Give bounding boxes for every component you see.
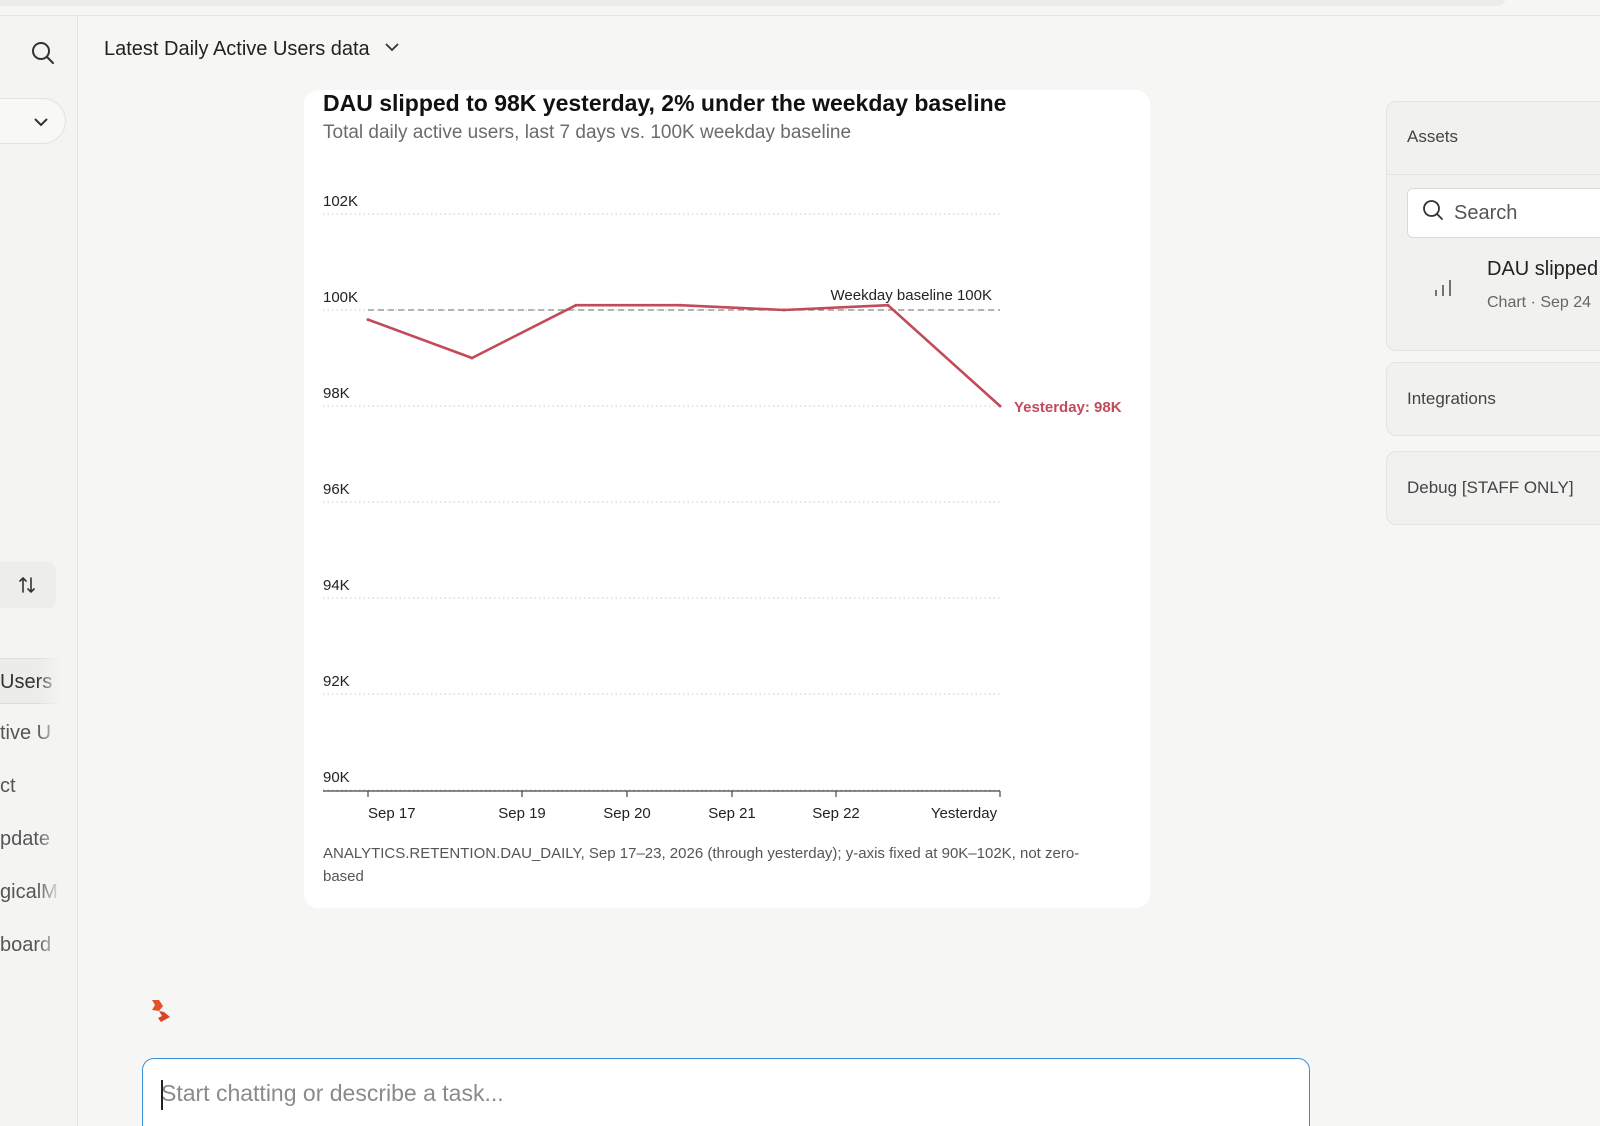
x-tick-label: Sep 17 (368, 805, 416, 822)
sidebar-item-label: ct (0, 775, 16, 797)
workspace-dropdown[interactable]: ce (0, 98, 66, 144)
chart-card: DAU slipped to 98K yesterday, 2% under t… (304, 90, 1150, 908)
data-point (574, 303, 578, 307)
search-placeholder: Search (1454, 201, 1518, 224)
bar-chart-icon (1433, 278, 1453, 303)
chart-title: DAU slipped to 98K yesterday, 2% under t… (323, 90, 1007, 116)
integrations-panel[interactable]: Integrations (1386, 362, 1600, 436)
chart-source-note: ANALYTICS.RETENTION.DAU_DAILY, Sep 17–23… (323, 845, 1080, 885)
x-tick-label: Yesterday (931, 805, 998, 822)
series-line (367, 303, 1001, 407)
data-point (782, 308, 786, 312)
assets-header[interactable]: Assets (1407, 127, 1459, 146)
sidebar: ce Users tive U ct pdate gicalM board (0, 16, 78, 1126)
y-tick-label: 98K (323, 385, 350, 402)
y-tick-label: 102K (323, 193, 358, 210)
x-tick-label: Sep 19 (498, 805, 546, 822)
data-point (678, 303, 682, 307)
end-value-label: Yesterday: 98K (1014, 399, 1122, 416)
divider (1387, 174, 1600, 175)
page-title-dropdown[interactable]: Latest Daily Active Users data (104, 38, 400, 61)
y-tick-label: 94K (323, 577, 350, 594)
search-icon[interactable] (30, 40, 56, 66)
sort-button[interactable] (0, 562, 56, 608)
chevron-down-icon (384, 38, 400, 61)
y-tick-label: 90K (323, 769, 350, 786)
sidebar-item-label: board (0, 934, 52, 956)
y-tick-label: 96K (323, 481, 350, 498)
asset-meta: Chart · Sep 24 (1487, 294, 1592, 311)
baseline-label: Weekday baseline 100K (831, 287, 993, 304)
y-tick-label: 92K (323, 673, 350, 690)
x-tick-label: Sep 22 (812, 805, 860, 822)
sidebar-item-users[interactable]: Users (0, 658, 62, 704)
debug-panel[interactable]: Debug [STAFF ONLY] (1386, 451, 1600, 525)
sidebar-item-4[interactable]: pdate (0, 816, 62, 862)
sidebar-item-3[interactable]: ct (0, 763, 62, 809)
top-pill (0, 0, 1505, 6)
chat-input-box[interactable] (142, 1058, 1310, 1126)
sidebar-item-label: tive U (0, 722, 52, 744)
x-tick-label: Sep 21 (708, 805, 756, 822)
search-icon (1422, 199, 1444, 227)
y-tick-label: 100K (323, 289, 358, 306)
sidebar-item-label: gicalM (0, 881, 58, 903)
chart-subtitle: Total daily active users, last 7 days vs… (323, 122, 852, 143)
x-tick-label: Sep 20 (603, 805, 651, 822)
data-point (470, 356, 474, 360)
asset-title[interactable]: DAU slipped (1487, 258, 1599, 280)
data-point (886, 303, 890, 307)
top-strip (0, 0, 1600, 16)
assets-search[interactable]: Search (1407, 188, 1600, 238)
sidebar-item-5[interactable]: gicalM (0, 869, 62, 915)
integrations-header: Integrations (1407, 389, 1496, 408)
sidebar-item-label: pdate (0, 828, 51, 850)
app-logo-icon (150, 998, 172, 1029)
text-caret (161, 1080, 163, 1110)
sort-icon (19, 577, 35, 593)
page-title: Latest Daily Active Users data (104, 38, 370, 60)
debug-header: Debug [STAFF ONLY] (1407, 478, 1574, 497)
sidebar-item-6[interactable]: board (0, 922, 62, 968)
assets-panel: Assets Search DAU slipped Chart · Sep 24 (1386, 101, 1600, 351)
data-point (366, 318, 370, 322)
sidebar-item-label: Users (0, 671, 53, 693)
line-chart: 102K 100K 98K 96K 94K 92K 90K Sep 17 Sep 19 Sep 2… (323, 193, 1122, 822)
data-point (998, 404, 1002, 408)
sidebar-item-2[interactable]: tive U (0, 710, 62, 756)
chevron-down-icon (33, 113, 49, 129)
chat-input[interactable] (161, 1077, 1261, 1109)
